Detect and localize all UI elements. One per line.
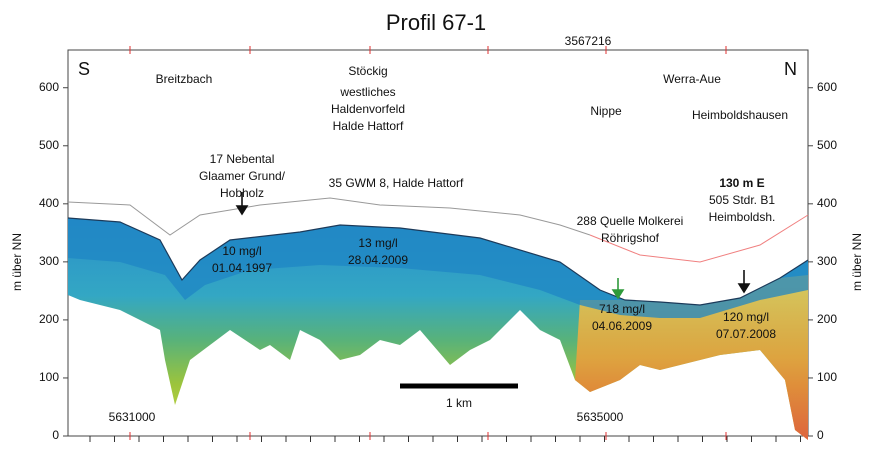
- annotation: 10 mg/l: [222, 244, 261, 258]
- fresh-zone: [68, 218, 808, 318]
- annotation: 288 Quelle Molkerei: [577, 214, 684, 228]
- annotation: 35 GWM 8, Halde Hattorf: [329, 176, 464, 190]
- annotation: 505 Stdr. B1: [709, 193, 775, 207]
- arrows: [235, 192, 751, 300]
- annotation: 120 mg/l: [723, 310, 769, 324]
- y-tick-label: 0: [817, 428, 824, 442]
- annotation: Heimboldsh.: [709, 210, 776, 224]
- annotation: 13 mg/l: [358, 236, 397, 250]
- y-axis-label: m über NN: [850, 233, 864, 291]
- y-tick-label: 500: [817, 138, 837, 152]
- coordinate-label: 5635000: [577, 410, 624, 424]
- annotation: 718 mg/l: [599, 302, 645, 316]
- y-tick-label: 200: [817, 312, 837, 326]
- terrain-line: [67, 197, 591, 236]
- saline-zone: [575, 275, 808, 440]
- annotation: 04.06.2009: [592, 319, 652, 333]
- annotation: 130 m E: [719, 176, 764, 190]
- annotation: Halde Hattorf: [333, 119, 404, 133]
- y-tick-label: 100: [39, 370, 59, 384]
- y-tick-label: 400: [39, 196, 59, 210]
- coordinate-label: 3567216: [565, 34, 612, 48]
- y-tick-label: 600: [817, 80, 837, 94]
- annotation: Hobholz: [220, 186, 264, 200]
- annotation: Stöckig: [348, 64, 387, 78]
- y-tick-label: 0: [52, 428, 59, 442]
- y-axis-label: m über NN: [10, 233, 24, 291]
- scale-label: 1 km: [446, 396, 472, 410]
- annotation: Nippe: [590, 104, 622, 118]
- y-tick-label: 200: [39, 312, 59, 326]
- side-label: S: [78, 59, 90, 79]
- y-tick-label: 300: [817, 254, 837, 268]
- terrain-line: [589, 214, 809, 263]
- y-tick-label: 100: [817, 370, 837, 384]
- annotation: 28.04.2009: [348, 253, 408, 267]
- annotation: Werra-Aue: [663, 72, 721, 86]
- y-tick-label: 400: [817, 196, 837, 210]
- surface-line: [67, 217, 809, 306]
- annotation: 07.07.2008: [716, 327, 776, 341]
- annotation: Glaamer Grund/: [199, 169, 286, 183]
- annotation: 01.04.1997: [212, 261, 272, 275]
- chart-title: Profil 67-1: [386, 10, 486, 35]
- annotation: 17 Nebental: [210, 152, 275, 166]
- annotation: Haldenvorfeld: [331, 102, 405, 116]
- coordinate-label: 5631000: [109, 410, 156, 424]
- annotation: Heimboldshausen: [692, 108, 788, 122]
- y-tick-label: 500: [39, 138, 59, 152]
- annotation: Röhrigshof: [601, 231, 660, 245]
- annotation: westliches: [339, 85, 395, 99]
- groundwater-body: [68, 218, 808, 440]
- side-label: N: [784, 59, 797, 79]
- annotation: Breitzbach: [156, 72, 213, 86]
- y-tick-label: 300: [39, 254, 59, 268]
- y-tick-label: 600: [39, 80, 59, 94]
